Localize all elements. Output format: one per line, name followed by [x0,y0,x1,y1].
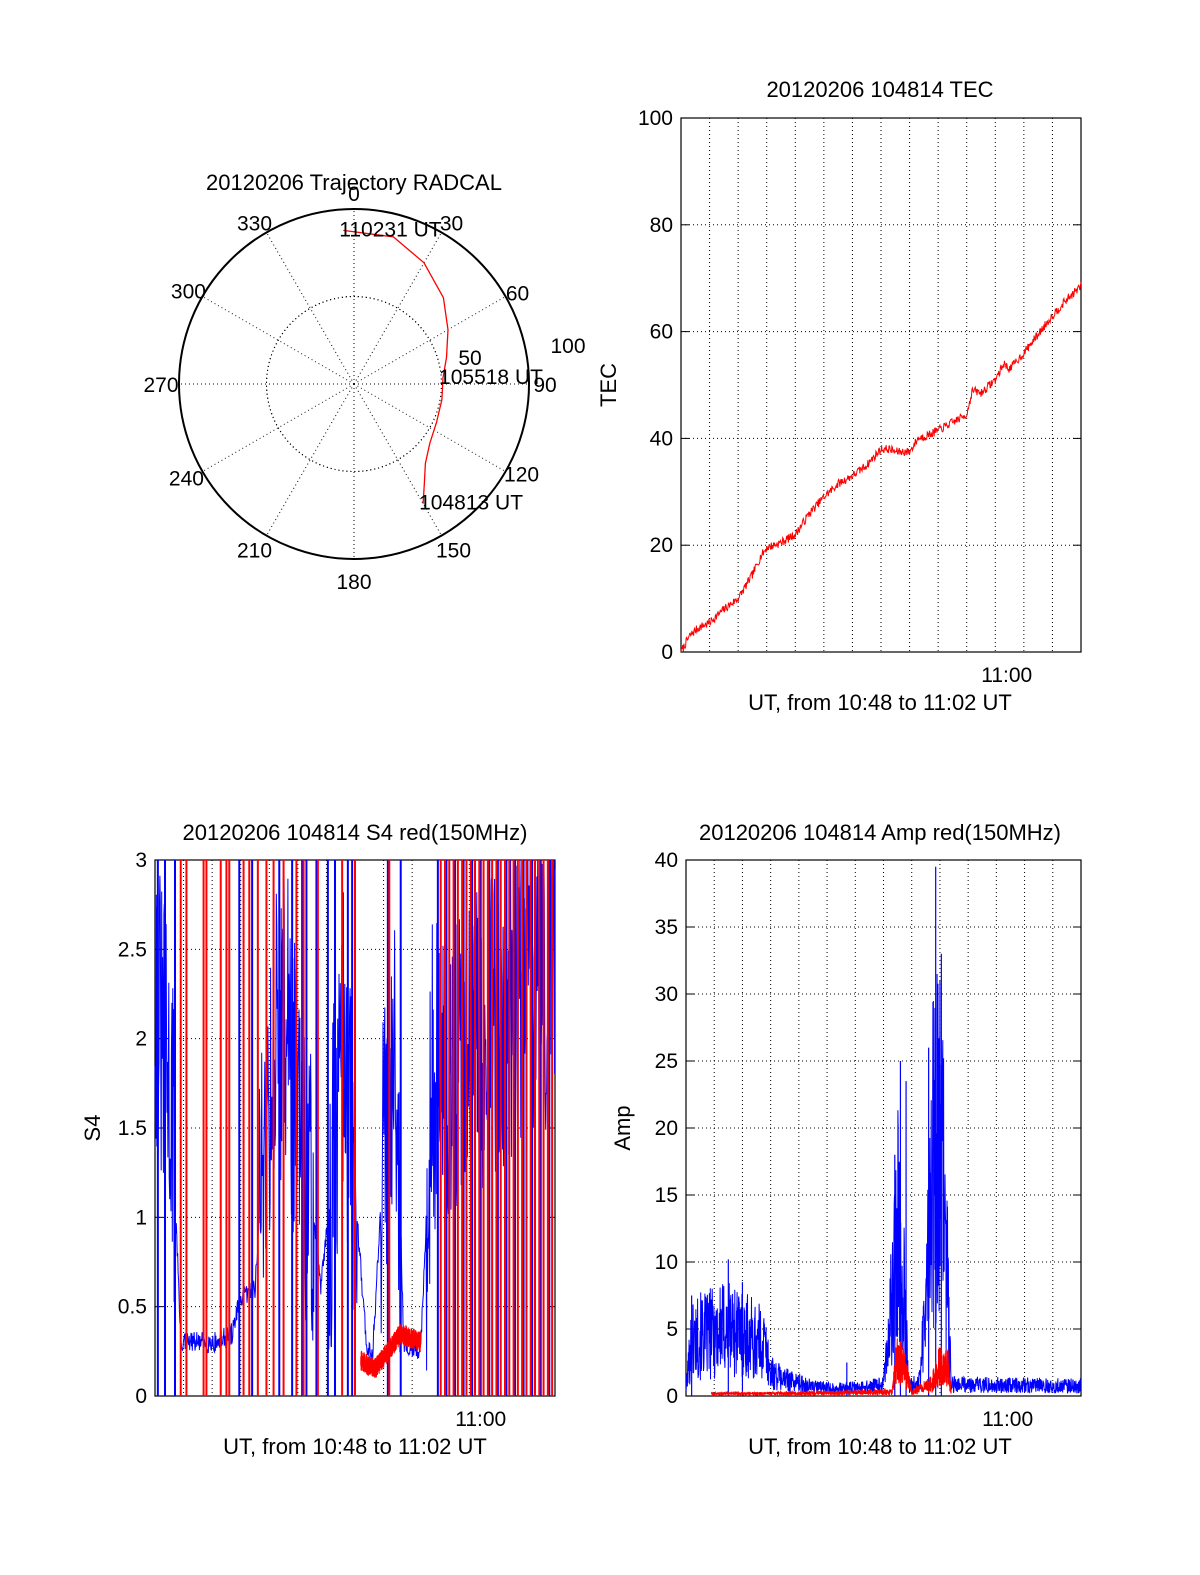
amp-ytick-label: 20 [655,1117,678,1140]
tec-frame [680,117,1082,653]
s4-ytick-label: 2 [135,1028,147,1051]
amp-plot-area [685,866,1082,1397]
polar-angle-label: 120 [504,464,539,487]
amp-ytick-label: 30 [655,983,678,1006]
polar-angle-label: 300 [171,281,206,304]
tec-plot-area [680,282,1082,653]
polar-spoke [353,383,506,472]
amp-panel: 20120206 104814 Amp red(150MHz) UT, from… [610,820,1082,1459]
polar-radius-label: 100 [550,335,585,358]
s4-title: 20120206 104814 S4 red(150MHz) [183,820,528,845]
polar-angle-label: 180 [336,571,371,594]
polar-time-annotation: 104813 UT [419,492,523,515]
polar-trajectory: 104813 UT 105518 UT 110231 UT [339,218,543,514]
amp-red-series-line [710,1338,952,1397]
polar-angle-label: 330 [237,212,272,235]
polar-angle-label: 60 [506,283,529,306]
tec-ylabel: TEC [596,363,621,407]
amp-ylabel: Amp [610,1105,635,1150]
s4-ylabel: S4 [80,1115,105,1142]
polar-outer-circle [178,208,530,560]
tec-ytick-label: 20 [650,534,673,557]
amp-title: 20120206 104814 Amp red(150MHz) [699,820,1061,845]
s4-ytick-label: 0.5 [118,1296,147,1319]
polar-title: 20120206 Trajectory RADCAL [206,170,502,195]
polar-angle-label: 90 [533,374,556,397]
s4-xtick-label: 11:00 [455,1408,506,1431]
amp-frame [685,859,1082,1397]
amp-ytick-label: 10 [655,1251,678,1274]
polar-angle-label: 270 [143,374,178,397]
amp-xlabel: UT, from 10:48 to 11:02 UT [748,1434,1012,1459]
tec-ytick-label: 0 [661,641,673,664]
s4-ytick-label: 1 [135,1206,147,1229]
polar-trajectory-line [343,229,449,504]
amp-ytick-label: 35 [655,916,678,939]
polar-angle-label: 0 [348,183,360,206]
tec-series-line [680,282,1082,653]
polar-spoke [266,383,355,536]
tec-ytick-label: 100 [638,107,673,130]
tec-ytick-label: 60 [650,321,673,344]
amp-ytick-label: 5 [666,1318,678,1341]
amp-ytick-label: 0 [666,1385,678,1408]
polar-angle-label: 30 [440,212,463,235]
polar-angle-label: 150 [436,540,471,563]
polar-radius-label: 50 [458,347,481,370]
tec-ytick-label: 80 [650,214,673,237]
polar-ring [266,296,442,472]
tec-xlabel: UT, from 10:48 to 11:02 UT [748,690,1012,715]
amp-ytick-label: 15 [655,1184,678,1207]
s4-panel: 20120206 104814 S4 red(150MHz) UT, from … [80,820,556,1459]
s4-ytick-label: 3 [135,849,147,872]
s4-plot-area [154,859,556,1396]
polar-spoke [353,232,442,385]
polar-angle-label: 240 [169,468,204,491]
trajectory-polar-panel: 20120206 Trajectory RADCAL 0 30 60 90 120 150… [143,170,585,594]
tec-title: 20120206 104814 TEC [766,77,993,102]
amp-ytick-label: 40 [655,849,678,872]
amp-blue-series-line [685,973,1082,1396]
polar-time-annotation: 105518 UT [439,366,543,389]
s4-ytick-label: 0 [135,1385,147,1408]
s4-ytick-label: 1.5 [118,1117,147,1140]
s4-xlabel: UT, from 10:48 to 11:02 UT [223,1434,487,1459]
tec-axes: 0 20 40 60 80 100 11:00 [638,107,1082,687]
s4-ytick-label: 2.5 [118,938,147,961]
polar-time-annotation: 110231 UT [339,218,442,241]
amp-ytick-label: 25 [655,1050,678,1073]
amp-axes: 0 5 10 15 20 25 30 35 40 11:00 [655,849,1082,1431]
tec-ytick-label: 40 [650,427,673,450]
tec-xtick-label: 11:00 [981,664,1032,687]
amp-xtick-label: 11:00 [982,1408,1033,1431]
tec-panel: 20120206 104814 TEC UT, from 10:48 to 11… [596,77,1082,715]
polar-angle-labels: 0 30 60 90 120 150 180 210 240 270 300 330 50 100 [143,183,585,594]
polar-spoke [266,232,355,385]
polar-angle-label: 210 [237,540,272,563]
polar-grid [178,208,530,560]
s4-red-series-line [360,1323,422,1378]
